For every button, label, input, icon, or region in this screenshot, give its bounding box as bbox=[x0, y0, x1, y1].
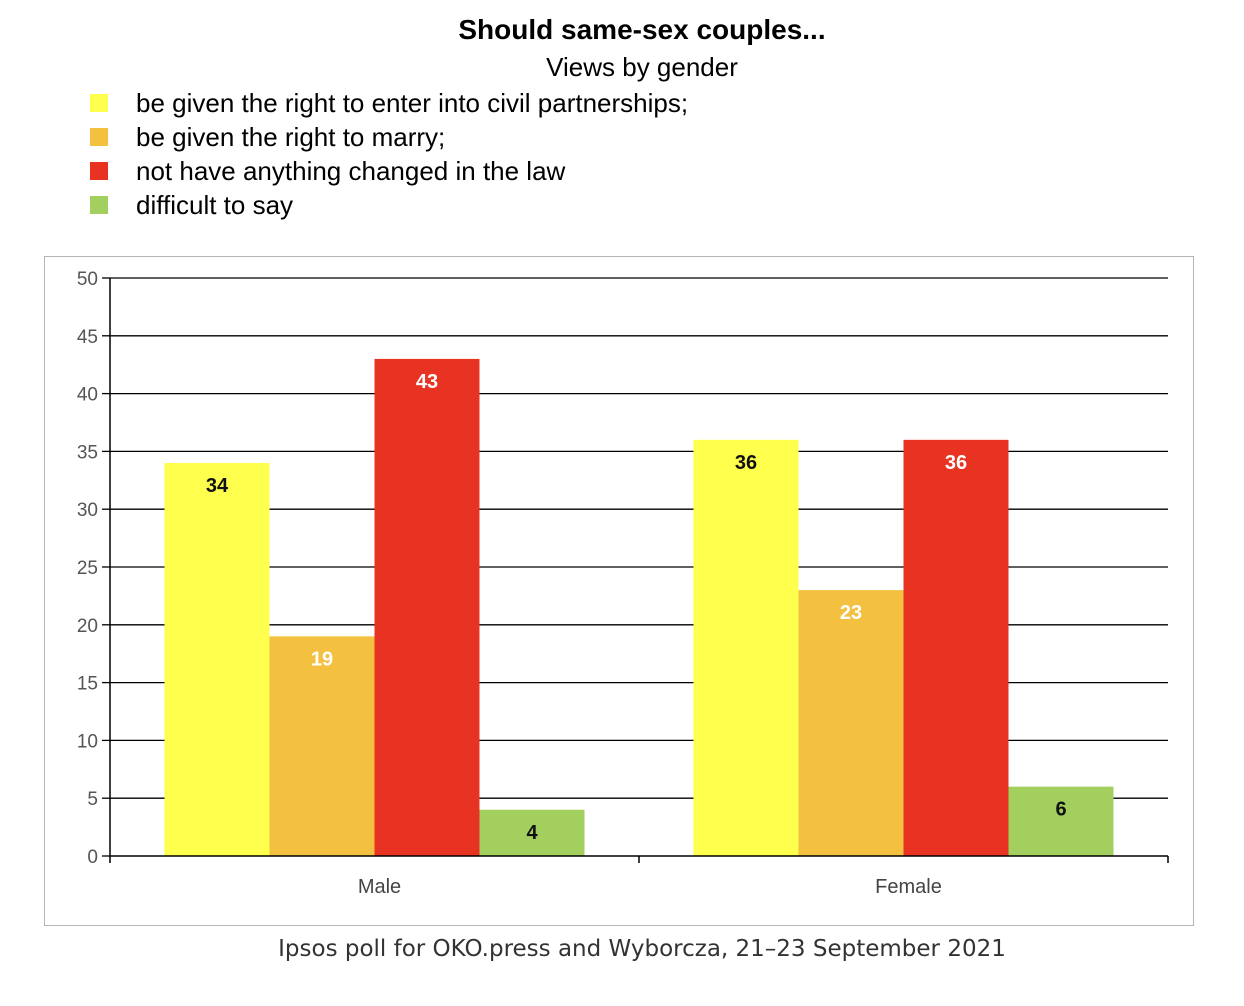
y-tick-label: 35 bbox=[77, 442, 98, 463]
legend-label: difficult to say bbox=[136, 189, 294, 220]
y-tick-label: 45 bbox=[77, 327, 98, 348]
source-note: Ipsos poll for OKO.press and Wyborcza, 2… bbox=[278, 936, 1006, 962]
data-label: 19 bbox=[311, 648, 333, 670]
bar bbox=[269, 636, 375, 856]
legend-label: be given the right to enter into civil p… bbox=[136, 87, 689, 118]
legend-label: be given the right to marry; bbox=[136, 121, 446, 152]
x-tick-label: Male bbox=[358, 876, 401, 898]
legend-swatch bbox=[90, 162, 108, 180]
plot-frame bbox=[44, 256, 1194, 926]
legend-item: not have anything changed in the law bbox=[90, 154, 688, 188]
legend-item: difficult to say bbox=[90, 188, 688, 222]
legend-swatch bbox=[90, 128, 108, 146]
y-tick-label: 50 bbox=[77, 269, 98, 290]
y-tick-label: 5 bbox=[87, 789, 98, 810]
bar bbox=[693, 439, 799, 856]
data-label: 6 bbox=[1055, 799, 1066, 821]
y-tick-label: 30 bbox=[77, 500, 98, 521]
bar bbox=[374, 358, 480, 856]
legend-swatch bbox=[90, 94, 108, 112]
chart-title: Should same-sex couples... bbox=[458, 14, 826, 45]
bar bbox=[1008, 786, 1114, 856]
y-tick-label: 0 bbox=[87, 847, 98, 868]
bar bbox=[164, 462, 270, 856]
bar bbox=[903, 439, 1009, 856]
y-tick-label: 40 bbox=[77, 385, 98, 406]
y-tick-label: 25 bbox=[77, 558, 98, 579]
data-label: 36 bbox=[945, 452, 967, 474]
legend-item: be given the right to marry; bbox=[90, 120, 688, 154]
chart-subtitle: Views by gender bbox=[546, 52, 738, 82]
legend: be given the right to enter into civil p… bbox=[90, 86, 688, 222]
data-label: 34 bbox=[206, 475, 229, 497]
bar bbox=[798, 590, 904, 856]
legend-label: not have anything changed in the law bbox=[136, 155, 566, 186]
data-label: 43 bbox=[416, 371, 438, 393]
data-label: 4 bbox=[526, 822, 538, 844]
data-label: 36 bbox=[735, 452, 757, 474]
legend-item: be given the right to enter into civil p… bbox=[90, 86, 688, 120]
bar bbox=[479, 809, 585, 856]
data-label: 23 bbox=[840, 602, 862, 624]
y-tick-label: 10 bbox=[77, 731, 98, 752]
y-tick-label: 15 bbox=[77, 674, 98, 695]
legend-swatch bbox=[90, 196, 108, 214]
x-tick-label: Female bbox=[875, 876, 942, 898]
y-tick-label: 20 bbox=[77, 616, 98, 637]
